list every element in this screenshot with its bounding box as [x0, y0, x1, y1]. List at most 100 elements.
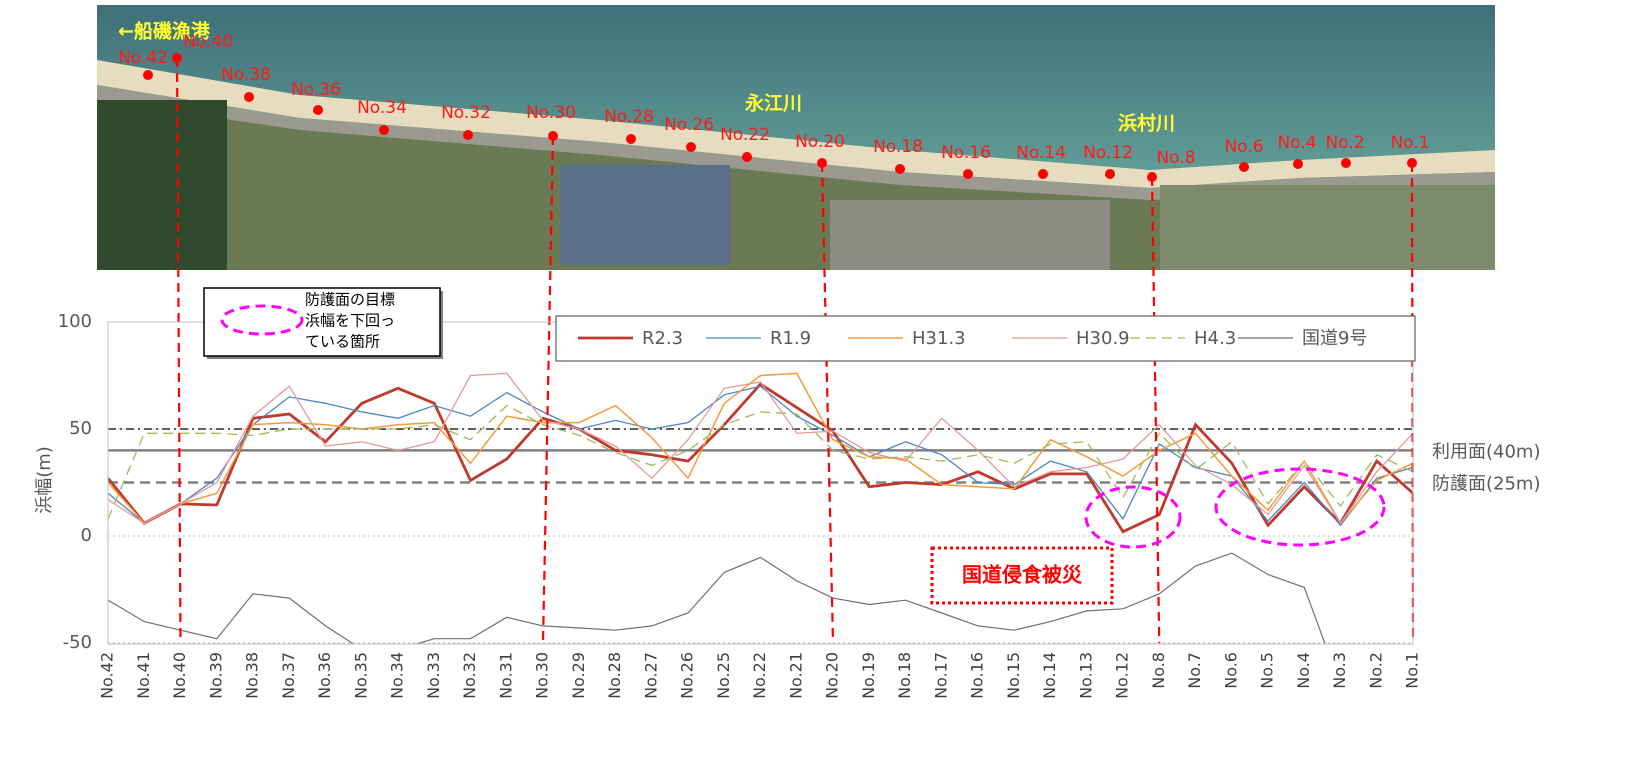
site-label: No.12: [1083, 143, 1133, 163]
legend-label: H4.3: [1194, 328, 1236, 349]
site-dot: [244, 92, 254, 102]
x-tick-label: No.8: [1149, 652, 1168, 689]
series-line: [108, 385, 1413, 527]
x-tick-label: No.34: [388, 652, 407, 699]
legend-box: [555, 315, 1416, 362]
x-tick-label: No.22: [750, 652, 769, 699]
x-tick-label: No.18: [895, 652, 914, 699]
site-label: No.14: [1016, 143, 1066, 163]
x-tick-label: No.25: [714, 652, 733, 699]
site-dot: [1293, 159, 1303, 169]
site-label: No.1: [1390, 133, 1429, 153]
y-tick-label: 50: [69, 418, 92, 439]
site-label: No.22: [720, 125, 770, 145]
site-dot: [895, 164, 905, 174]
site-label: No.18: [873, 137, 923, 157]
x-tick-label: No.33: [424, 652, 443, 699]
x-tick-label: No.19: [859, 652, 878, 699]
x-tick-label: No.4: [1294, 652, 1313, 689]
x-tick-label: No.5: [1258, 652, 1277, 689]
y-tick-label: 100: [58, 311, 92, 332]
x-tick-label: No.17: [931, 652, 950, 699]
legend-label: R2.3: [642, 328, 683, 349]
series-line: [108, 404, 1413, 520]
site-label: No.26: [664, 115, 714, 135]
site-dot: [963, 169, 973, 179]
target-legend-text: 浜幅を下回っ: [305, 312, 395, 330]
x-tick-label: No.42: [98, 652, 117, 699]
x-tick-label: No.31: [496, 652, 515, 699]
site-label: No.8: [1156, 148, 1195, 168]
y-axis-title: 浜幅(m): [34, 446, 55, 514]
series-line: [108, 372, 1413, 525]
y-tick-label: 0: [81, 525, 92, 546]
series-line: [108, 552, 1326, 644]
site-label: No.4: [1277, 133, 1316, 153]
x-tick-label: No.28: [605, 652, 624, 699]
x-tick-label: No.14: [1040, 652, 1059, 699]
below-target-marker: [1214, 467, 1386, 547]
site-dot: [313, 105, 323, 115]
section-line: [1150, 176, 1161, 644]
x-tick-label: No.27: [641, 652, 660, 699]
site-label: No.6: [1224, 137, 1263, 157]
site-dot: [1038, 169, 1048, 179]
site-label: No.30: [526, 103, 576, 123]
section-line: [175, 57, 182, 644]
damage-box: [930, 546, 1114, 605]
site-label: No.42: [118, 48, 168, 68]
site-label: No.38: [221, 65, 271, 85]
site-label: No.16: [941, 143, 991, 163]
site-dot: [686, 142, 696, 152]
site-label: No.2: [1325, 133, 1364, 153]
legend-label: R1.9: [770, 328, 811, 349]
reference-label: 防護面(25m): [1432, 474, 1540, 495]
section-line: [820, 162, 835, 644]
x-tick-label: No.6: [1221, 652, 1240, 689]
series-line: [108, 372, 1413, 525]
site-dot: [1341, 158, 1351, 168]
x-tick-label: No.41: [134, 652, 153, 699]
x-tick-label: No.36: [315, 652, 334, 699]
site-label: No.28: [604, 107, 654, 127]
site-dot: [379, 125, 389, 135]
x-tick-label: No.29: [569, 652, 588, 699]
target-legend-text: 防護面の目標: [305, 291, 395, 309]
x-tick-label: No.3: [1330, 652, 1349, 689]
site-label: No.32: [441, 103, 491, 123]
x-tick-label: No.16: [968, 652, 987, 699]
site-label: No.20: [795, 132, 845, 152]
x-tick-label: No.40: [170, 652, 189, 699]
x-tick-label: No.32: [460, 652, 479, 699]
reference-label: 利用面(40m): [1432, 441, 1540, 462]
target-legend: 防護面の目標 浜幅を下回っ ている箇所: [203, 287, 443, 359]
x-tick-label: No.26: [678, 652, 697, 699]
x-tick-label: No.39: [206, 652, 225, 699]
x-tick-label: No.12: [1113, 652, 1132, 699]
x-tick-label: No.2: [1366, 652, 1385, 689]
section-line: [541, 135, 555, 644]
place-label: 永江川: [744, 92, 802, 115]
x-tick-label: No.7: [1185, 652, 1204, 689]
x-tick-label: No.15: [1004, 652, 1023, 699]
x-tick-label: No.20: [823, 652, 842, 699]
x-tick-label: No.37: [279, 652, 298, 699]
x-tick-label: No.30: [533, 652, 552, 699]
site-dot: [463, 130, 473, 140]
site-dot: [742, 152, 752, 162]
x-tick-label: No.35: [351, 652, 370, 699]
place-label: 浜村川: [1118, 112, 1175, 135]
site-label: No.40: [183, 32, 233, 52]
x-tick-label: No.1: [1403, 652, 1422, 689]
site-dot: [1239, 162, 1249, 172]
damage-label: 国道侵食被災: [962, 563, 1083, 587]
series-line: [108, 382, 1413, 534]
legend-label: H30.9: [1076, 328, 1130, 349]
site-dot: [1105, 169, 1115, 179]
place-label: ←船磯漁港: [118, 20, 211, 43]
site-label: No.36: [291, 80, 341, 100]
site-dot: [626, 134, 636, 144]
target-legend-text: ている箇所: [305, 333, 380, 351]
x-tick-label: No.38: [243, 652, 262, 699]
